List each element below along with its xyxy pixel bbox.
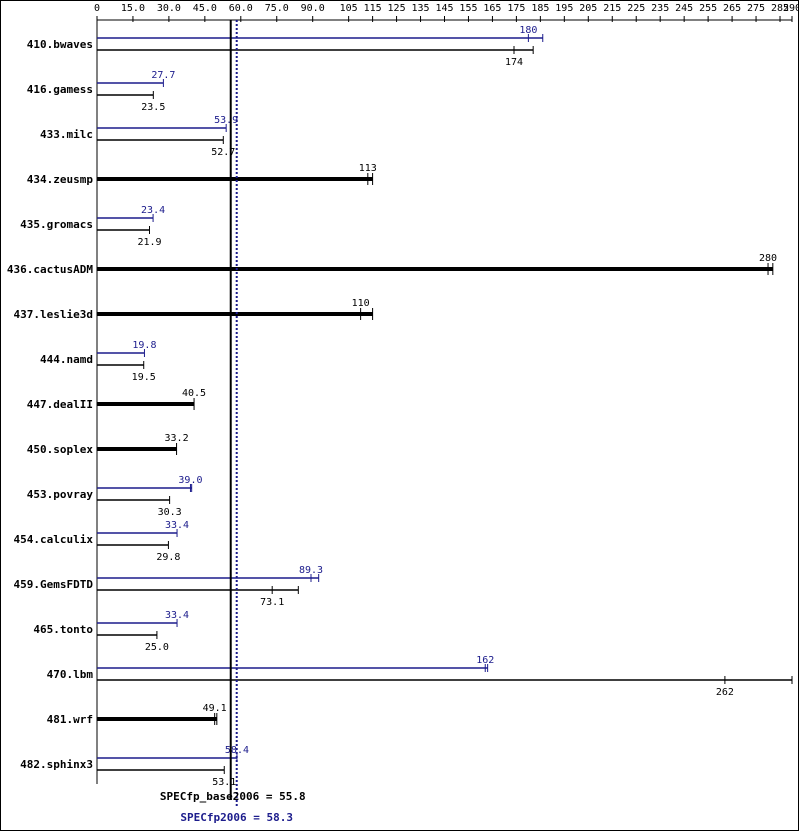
benchmark-label: 437.leslie3d (14, 308, 93, 321)
bar-value-label: 110 (352, 298, 370, 309)
x-tick-label: 275 (747, 3, 765, 14)
x-tick-label: 245 (675, 3, 693, 14)
bar-value-label: 33.2 (165, 433, 189, 444)
x-tick-label: 255 (699, 3, 717, 14)
benchmark-label: 444.namd (40, 353, 93, 366)
bar-peak-value-label: 23.4 (141, 205, 165, 216)
benchmark-label: 453.povray (27, 488, 94, 501)
x-tick-label: 30.0 (157, 3, 181, 14)
x-tick-label: 75.0 (265, 3, 289, 14)
x-tick-label: 155 (459, 3, 477, 14)
bar-base-value-label: 29.8 (156, 552, 180, 563)
x-tick-label: 225 (627, 3, 645, 14)
x-tick-label: 185 (531, 3, 549, 14)
benchmark-label: 436.cactusADM (7, 263, 93, 276)
x-tick-label: 195 (555, 3, 573, 14)
x-tick-label: 265 (723, 3, 741, 14)
benchmark-label: 470.lbm (47, 668, 94, 681)
benchmark-label: 465.tonto (33, 623, 93, 636)
benchmark-label: 435.gromacs (20, 218, 93, 231)
bar-peak-value-label: 33.4 (165, 520, 189, 531)
bar-value-label: 40.5 (182, 388, 206, 399)
x-tick-label: 205 (579, 3, 597, 14)
bar-peak-value-label: 89.3 (299, 565, 323, 576)
benchmark-label: 450.soplex (27, 443, 94, 456)
bar-base-value-label: 30.3 (158, 507, 182, 518)
bar-base-value-label: 19.5 (132, 372, 156, 383)
x-tick-label: 235 (651, 3, 669, 14)
bar-base-value-label: 25.0 (145, 642, 169, 653)
x-tick-label: 135 (412, 3, 430, 14)
bar-base-value-label: 52.7 (211, 147, 235, 158)
x-tick-label: 115 (364, 3, 382, 14)
benchmark-label: 447.dealII (27, 398, 93, 411)
bar-base-value-label: 174 (505, 57, 523, 68)
x-tick-label: 60.0 (229, 3, 253, 14)
bar-peak-value-label: 39.0 (178, 475, 202, 486)
x-tick-label: 45.0 (193, 3, 217, 14)
x-tick-label: 175 (507, 3, 525, 14)
benchmark-label: 454.calculix (14, 533, 94, 546)
bar-value-label: 280 (759, 253, 777, 264)
x-tick-label: 215 (603, 3, 621, 14)
bar-value-label: 49.1 (203, 703, 227, 714)
benchmark-label: 459.GemsFDTD (14, 578, 94, 591)
benchmark-label: 410.bwaves (27, 38, 93, 51)
x-tick-label: 145 (435, 3, 453, 14)
benchmark-label: 434.zeusmp (27, 173, 94, 186)
x-tick-label: 290 (783, 3, 799, 14)
bar-peak-value-label: 180 (519, 25, 537, 36)
bar-peak-value-label: 27.7 (151, 70, 175, 81)
x-tick-label: 0 (94, 3, 100, 14)
benchmark-label: 416.gamess (27, 83, 93, 96)
bar-peak-value-label: 58.4 (225, 745, 249, 756)
bar-base-value-label: 23.5 (141, 102, 165, 113)
bar-base-value-label: 53.1 (212, 777, 236, 788)
x-tick-label: 90.0 (301, 3, 325, 14)
bar-peak-value-label: 53.9 (214, 115, 238, 126)
x-tick-label: 285 (771, 3, 789, 14)
bar-peak-value-label: 19.8 (132, 340, 156, 351)
x-tick-label: 165 (483, 3, 501, 14)
bar-peak-value-label: 162 (476, 655, 494, 666)
x-tick-label: 105 (340, 3, 358, 14)
bar-peak-value-label: 33.4 (165, 610, 189, 621)
benchmark-label: 433.milc (40, 128, 93, 141)
x-tick-label: 15.0 (121, 3, 145, 14)
base-summary-label: SPECfp_base2006 = 55.8 (160, 790, 306, 803)
bar-base-value-label: 262 (716, 687, 734, 698)
benchmark-label: 481.wrf (47, 713, 93, 726)
bar-value-label: 113 (359, 163, 377, 174)
bar-base-value-label: 21.9 (137, 237, 161, 248)
bar-base-value-label: 73.1 (260, 597, 284, 608)
x-tick-label: 125 (388, 3, 406, 14)
benchmark-label: 482.sphinx3 (20, 758, 93, 771)
peak-summary-label: SPECfp2006 = 58.3 (180, 811, 293, 824)
